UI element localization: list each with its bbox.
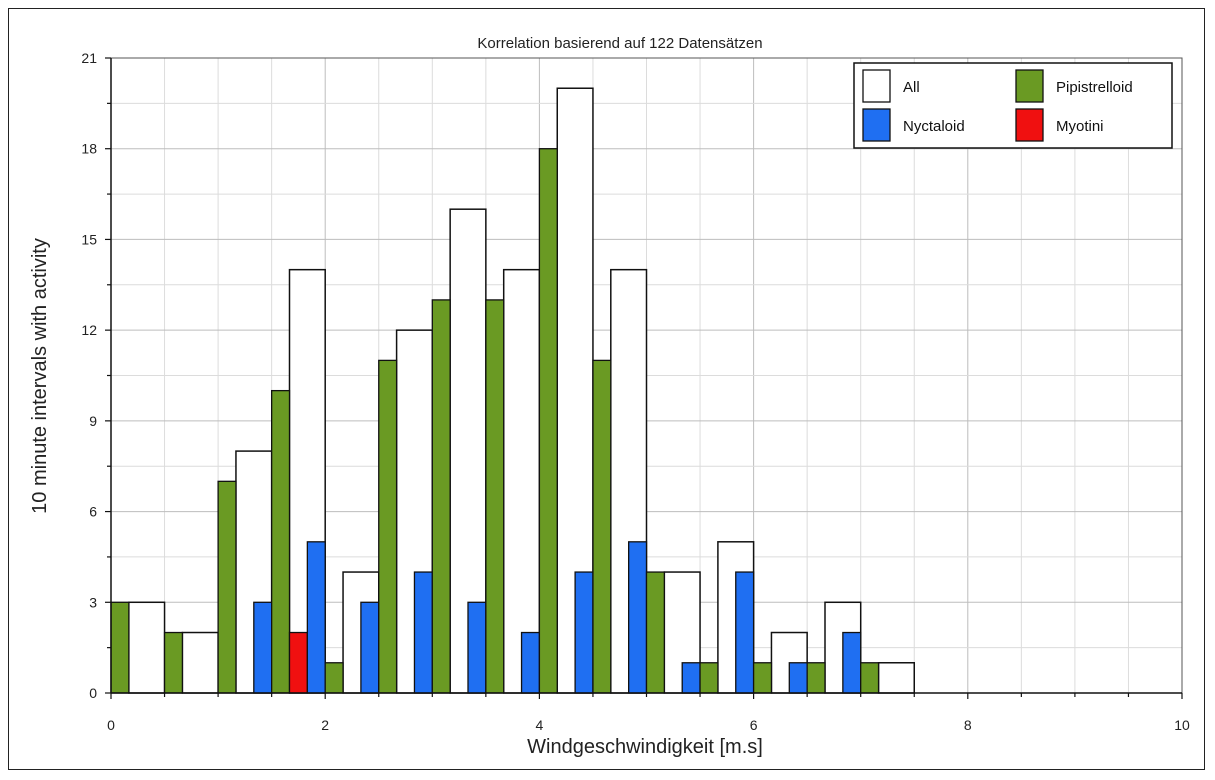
bar-nyctaloid bbox=[788, 662, 808, 694]
bar-nyctaloid bbox=[360, 601, 380, 694]
x-tick-label: 4 bbox=[536, 717, 544, 733]
bar-pipistrelloid bbox=[752, 662, 773, 694]
bar-pipistrelloid bbox=[217, 480, 237, 694]
bar-nyctaloid bbox=[520, 631, 541, 694]
y-tick-label: 6 bbox=[89, 504, 97, 520]
bar-pipistrelloid bbox=[538, 148, 558, 694]
bar-pipistrelloid bbox=[592, 359, 612, 694]
bar-pipistrelloid bbox=[645, 571, 666, 694]
bar-pipistrelloid bbox=[806, 662, 826, 694]
legend: All Pipistrelloid Nyctaloid Myotini bbox=[853, 62, 1173, 149]
y-tick-label: 3 bbox=[89, 594, 97, 610]
bar-pipistrelloid bbox=[699, 662, 719, 694]
bar-nyctaloid bbox=[842, 631, 862, 694]
y-tick-label: 15 bbox=[81, 231, 97, 247]
bar-all bbox=[181, 631, 219, 694]
y-tick-label: 18 bbox=[81, 141, 97, 157]
bar-nyctaloid bbox=[681, 662, 701, 694]
y-tick-label: 9 bbox=[89, 413, 97, 429]
bar-myotini bbox=[288, 631, 309, 694]
bar-pipistrelloid bbox=[270, 389, 291, 694]
bar-nyctaloid bbox=[574, 571, 594, 694]
y-axis-label: 10 minute intervals with activity bbox=[29, 238, 51, 514]
bar-pipistrelloid bbox=[110, 601, 130, 694]
bar-pipistrelloid bbox=[860, 662, 880, 694]
bar-all bbox=[128, 601, 166, 694]
x-tick-label: 8 bbox=[964, 717, 972, 733]
x-tick-label: 2 bbox=[321, 717, 329, 733]
y-tick-label: 12 bbox=[81, 322, 97, 338]
bar-nyctaloid bbox=[306, 541, 326, 694]
legend-label: Nyctaloid bbox=[903, 118, 965, 135]
bar-pipistrelloid bbox=[324, 662, 344, 694]
legend-swatch bbox=[862, 69, 891, 103]
legend-label: Pipistrelloid bbox=[1056, 79, 1133, 96]
bar-pipistrelloid bbox=[485, 299, 505, 694]
bar-nyctaloid bbox=[413, 571, 433, 694]
bar-nyctaloid bbox=[253, 601, 273, 694]
bar-pipistrelloid bbox=[431, 299, 451, 694]
y-tick-label: 0 bbox=[89, 685, 97, 701]
x-axis-label: Windgeschwindigkeit [m.s] bbox=[527, 736, 763, 758]
bar-nyctaloid bbox=[628, 541, 648, 694]
y-tick-label: 21 bbox=[81, 50, 97, 66]
bar-nyctaloid bbox=[735, 571, 755, 694]
chart-title: Korrelation basierend auf 122 Datensätze… bbox=[477, 35, 762, 52]
bar-all bbox=[877, 662, 915, 694]
legend-label: All bbox=[903, 79, 920, 96]
legend-swatch bbox=[1015, 108, 1044, 142]
x-tick-label: 6 bbox=[750, 717, 758, 733]
legend-swatch bbox=[862, 108, 891, 142]
legend-label: Myotini bbox=[1056, 118, 1104, 135]
bar-pipistrelloid bbox=[163, 631, 184, 694]
x-tick-label: 10 bbox=[1174, 717, 1190, 733]
bar-all bbox=[502, 268, 541, 694]
x-tick-label: 0 bbox=[107, 717, 115, 733]
legend-swatch bbox=[1015, 69, 1044, 103]
bar-pipistrelloid bbox=[378, 359, 398, 694]
bar-nyctaloid bbox=[467, 601, 487, 694]
ticks: 0 2 4 6 8 10 0 3 6 9 12 15 18 21 bbox=[81, 50, 1190, 733]
legend-box bbox=[853, 62, 1173, 149]
